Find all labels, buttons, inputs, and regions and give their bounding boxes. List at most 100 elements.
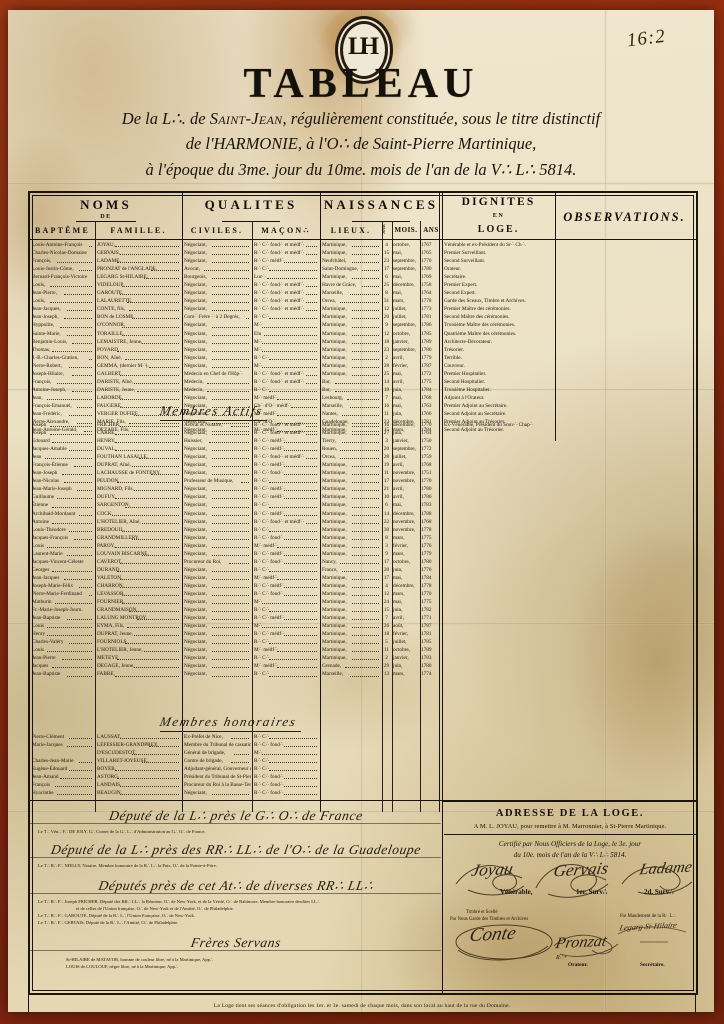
lodge-seal: LH — [319, 10, 403, 92]
leader-dots — [211, 522, 249, 524]
cell-c: Négociant, — [184, 427, 207, 434]
cell-d: Second Expert. — [444, 290, 477, 297]
header-dignites: DIGNITES — [461, 196, 536, 208]
cell-l: Martinique, — [322, 534, 347, 541]
cell-a: 1784 — [421, 574, 432, 581]
cell-l: Martinique, — [322, 314, 347, 321]
leader-dots — [211, 546, 249, 548]
cell-m: M∴ — [254, 346, 263, 353]
cell-m: M∴ — [254, 623, 263, 630]
leader-dots — [88, 246, 92, 248]
leader-dots — [211, 514, 249, 516]
table-row: Eugène-Édouard BOYER, Adjudant-général, Go… — [30, 765, 694, 773]
table-row: Jean FOUTHAN LASALLE, Négociant, R∴ C∴ fond… — [30, 453, 694, 461]
cell-m: M∴ médf∴ — [254, 394, 278, 401]
subtitle-line-1: De la L∴. de Saint-Jean, régulièrement c… — [121, 109, 601, 128]
cell-a: 1781 — [421, 419, 432, 426]
cell-a: 1776 — [421, 566, 432, 573]
leader-dots — [269, 482, 317, 484]
cell-j: 31 — [383, 298, 390, 305]
cell-l: Martinique, — [322, 306, 347, 313]
leader-dots — [52, 667, 92, 669]
cell-f: BEAUGIN, — [97, 790, 122, 797]
cell-j: 10 — [383, 494, 390, 501]
cell-m: R∴ C∴ médf∴ — [254, 582, 285, 589]
leader-dots — [269, 770, 317, 772]
leader-dots — [211, 627, 249, 629]
subcolumn-rule-mois — [420, 221, 421, 812]
signature-orateur-rc: R∴+ — [556, 955, 568, 961]
signature-label-secretaire: Secrétaire. — [640, 962, 665, 968]
cell-a: 1785 — [421, 330, 432, 337]
leader-dots — [351, 474, 379, 476]
leader-dots — [269, 762, 317, 764]
table-row: Louis EYMA, Fils, Négociant, M∴ Martinique, 2… — [30, 622, 694, 630]
cell-mo: août, — [393, 623, 404, 630]
cell-j: 7 — [385, 615, 388, 622]
cell-f: GAROUTE, — [97, 290, 124, 297]
table-row: Georges DURAND, Négociant, R∴ C∴ France, 20 ju… — [30, 566, 694, 574]
cell-m: R∴ C∴ — [254, 502, 269, 509]
cell-mo: mars, — [393, 590, 405, 597]
cell-f: LALAURETTE, — [97, 298, 133, 305]
cell-mo: décembre, — [393, 422, 415, 428]
table-row: Charles-Nicolas-Domaine GERVAIS, Négociant… — [30, 249, 694, 257]
leader-dots — [276, 431, 317, 433]
cell-a: 1788 — [421, 510, 432, 517]
cell-f: LADAME, — [97, 258, 121, 265]
cell-c: Négociant, — [184, 454, 207, 461]
cell-j: 4 — [385, 582, 388, 589]
cell-c: Négociant, — [184, 550, 207, 557]
cell-mo: octobre, — [393, 242, 411, 248]
leader-dots — [122, 603, 179, 605]
leader-dots — [264, 334, 317, 336]
table-row: Laurent-Marie LOUVAIN BISCARNE, Négociant,… — [30, 550, 694, 558]
leader-dots — [54, 786, 92, 788]
leader-dots — [276, 398, 317, 400]
leader-dots — [141, 762, 179, 764]
cell-l: Grenade, — [322, 663, 342, 670]
leader-dots — [119, 398, 179, 400]
cell-b: Marie-Jacques — [32, 742, 63, 749]
cell-l: Martinique, — [322, 599, 347, 606]
cell-b: Jean-Amand — [32, 774, 59, 781]
table-row: François-Emanuel, FAUGERE, Négociant, Ch∴ d… — [30, 402, 694, 410]
cell-f: LEVASSOR, — [97, 590, 125, 597]
leader-dots — [117, 778, 179, 780]
cell-j: 2 — [385, 354, 388, 361]
cell-mo: septembre, — [393, 258, 416, 265]
page-title: TABLEAU — [243, 61, 479, 107]
cell-a: 1769 — [421, 274, 432, 281]
cell-f: METEYE, — [97, 655, 120, 662]
table-row: Antoine-Joseph, DARISTE, Jeune, Médecin, R∴… — [30, 386, 694, 394]
leader-dots — [71, 374, 92, 376]
cell-f: LOUVAIN BISCARNE, — [97, 550, 149, 557]
leader-dots — [114, 246, 179, 248]
leader-dots — [283, 466, 317, 468]
leader-dots — [269, 611, 317, 613]
cell-j: 11 — [383, 470, 390, 477]
cell-a: 1780 — [421, 266, 432, 273]
cell-l: Martinique, — [322, 338, 347, 345]
cell-a: 1768 — [421, 462, 432, 469]
cell-f: MARIE, Fils, — [97, 419, 126, 426]
cell-f: ASTORG, — [97, 774, 120, 781]
leader-dots — [349, 675, 379, 677]
cell-m: R∴ C∴ fond∴ et médf∴ — [254, 454, 304, 461]
table-row: Bernard-François-Victoire LEGARG St-HILAI… — [30, 273, 694, 281]
cell-c: Adjudant-général, Gouverneur en second d… — [184, 766, 251, 773]
cell-f: DUFUY, — [97, 494, 116, 501]
leader-dots — [114, 546, 179, 548]
leader-dots — [76, 406, 92, 408]
cell-a: 1786 — [421, 322, 432, 329]
cell-mo: octobre, — [393, 558, 411, 565]
cell-b: Bernard-François-Victoire — [32, 274, 88, 281]
cell-a: 1750 — [421, 438, 432, 445]
cell-b: Henry — [32, 631, 46, 638]
cell-mo: juillet, — [393, 314, 407, 321]
cell-m: R∴ C∴ médf∴ — [254, 550, 285, 557]
leader-dots — [134, 490, 179, 492]
leader-dots — [69, 530, 92, 532]
table-row: Joseph-Marie-Félix CHARRON, Négociant, R∴ C… — [30, 582, 694, 590]
table-row: Jacques-Vincent-Céleste CAVEROT, Procureur… — [30, 558, 694, 566]
